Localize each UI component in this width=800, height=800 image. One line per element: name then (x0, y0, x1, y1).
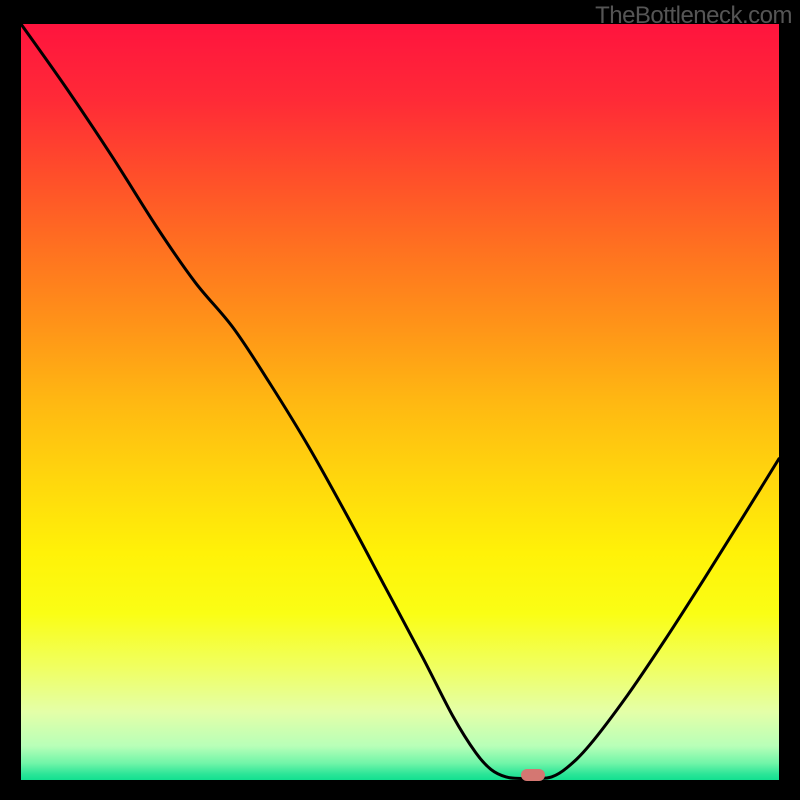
chart-container: TheBottleneck.com (0, 0, 800, 800)
optimal-marker (521, 769, 545, 781)
watermark-text: TheBottleneck.com (595, 2, 792, 30)
plot-area (21, 24, 779, 780)
bottleneck-curve (21, 24, 779, 780)
